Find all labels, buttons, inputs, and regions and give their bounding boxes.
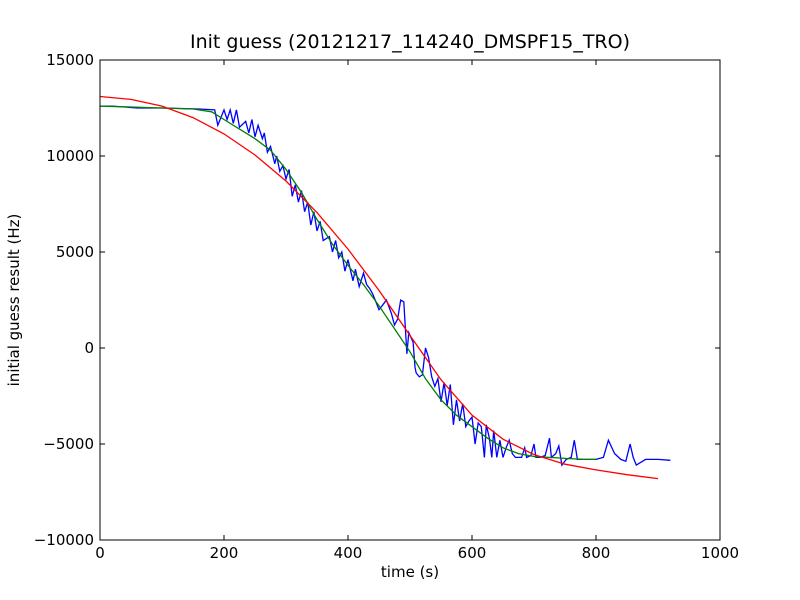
axes-frame: [99, 59, 721, 541]
y-tick-label: 15000: [46, 51, 94, 69]
y-tick-label: 0: [84, 339, 94, 357]
x-tick-label: 1000: [701, 544, 739, 562]
x-tick-label: 400: [334, 544, 363, 562]
y-tick-label: −10000: [34, 531, 94, 549]
y-axis-label: initial guess result (Hz): [5, 214, 23, 387]
x-tick-label: 0: [95, 544, 105, 562]
x-tick-label: 600: [458, 544, 487, 562]
x-tick-label: 800: [582, 544, 611, 562]
series-line-2: [100, 105, 596, 461]
y-tick-label: 10000: [46, 147, 94, 165]
y-tick-label: −5000: [43, 435, 94, 453]
y-tick-label: 5000: [56, 243, 94, 261]
plot-area: 0 200 400 600 800 1000 −10000 −5000 0 5000 10000 15…: [34, 51, 739, 562]
series-line-1: [100, 105, 671, 467]
chart-title: Init guess (20121217_114240_DMSPF15_TRO): [190, 31, 630, 53]
series-line-3: [100, 95, 659, 480]
x-axis-label: time (s): [381, 563, 439, 581]
x-tick-label: 200: [210, 544, 239, 562]
